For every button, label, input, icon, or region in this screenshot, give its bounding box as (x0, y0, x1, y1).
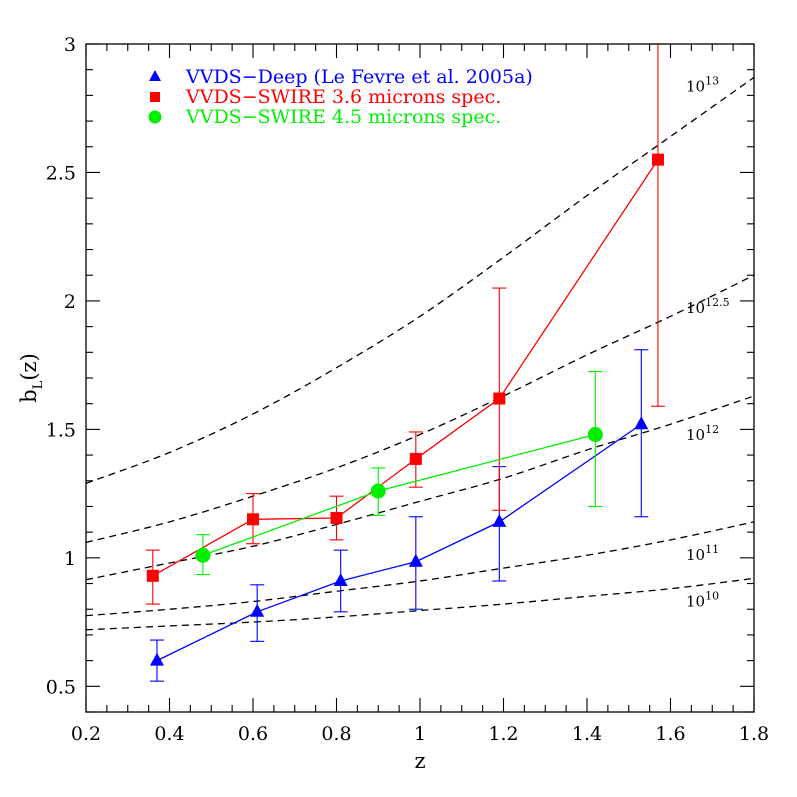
y-tick-label: 2 (64, 291, 76, 313)
x-tick-label: 1.6 (655, 723, 685, 745)
data-point (333, 572, 348, 586)
legend-marker-1 (150, 92, 160, 102)
halo-curve-12 (86, 395, 754, 581)
y-tick-label: 3 (64, 34, 76, 56)
data-point (330, 512, 343, 525)
series-line-0 (156, 423, 642, 662)
y-tick-label: 1.5 (46, 419, 76, 441)
data-point (409, 452, 422, 465)
halo-curve-10 (86, 577, 754, 631)
data-point (493, 392, 506, 405)
x-tick-label: 0.2 (71, 723, 101, 745)
halo-curves (86, 76, 754, 631)
legend-marker-2 (148, 110, 162, 124)
halo-curve-13 (86, 76, 754, 484)
data-point (587, 427, 603, 443)
halo-curve-label-12.5: 1012.5 (686, 296, 730, 317)
x-tick-label: 1.8 (739, 723, 769, 745)
x-axis-label: z (414, 749, 425, 773)
legend-label-1: VVDS−SWIRE 3.6 microns spec. (185, 86, 501, 108)
halo-curve-labels: 1013 1012.5 1012 1011 1010 (686, 74, 730, 610)
series-0 (149, 349, 649, 682)
data-point (651, 153, 664, 166)
y-axis-label: bL(z) (17, 353, 46, 403)
series-2 (195, 371, 603, 576)
data-point (146, 569, 159, 582)
legend-label-2: VVDS−SWIRE 4.5 microns spec. (185, 106, 501, 128)
data-point (195, 547, 211, 563)
x-tick-label: 1.2 (488, 723, 518, 745)
x-tick-label: 1 (414, 723, 426, 745)
halo-curve-11 (86, 521, 754, 617)
x-tick-label: 1.4 (572, 723, 602, 745)
y-tick-label: 0.5 (46, 676, 76, 698)
halo-curve-label-13: 1013 (686, 74, 719, 95)
data-point (492, 513, 507, 527)
y-tick-label: 2.5 (46, 162, 76, 184)
data-point (149, 652, 164, 666)
legend-label-0: VVDS−Deep (Le Fevre et al. 2005a) (185, 66, 533, 88)
data-point (250, 603, 265, 617)
data-point (370, 483, 386, 499)
halo-curve-label-11: 1011 (686, 543, 719, 564)
halo-curve-label-10: 1010 (686, 589, 719, 610)
halo-curve-12.5 (86, 274, 754, 544)
x-tick-label: 0.6 (238, 723, 268, 745)
data-point (247, 513, 259, 526)
x-tick-label: 0.8 (321, 723, 351, 745)
data-point (408, 553, 423, 567)
legend: VVDS−Deep (Le Fevre et al. 2005a)VVDS−SW… (148, 66, 533, 128)
y-tick-label: 1 (64, 548, 76, 570)
data-point (634, 416, 649, 430)
legend-marker-0 (149, 70, 161, 81)
x-tick-label: 0.4 (154, 723, 184, 745)
data-series (145, 43, 665, 682)
axes: 0.2 0.4 0.6 0.8 1 1.2 1.4 1.6 1.8 0.5 1 1.5 2 2.5 3 z bL… (17, 34, 769, 773)
halo-curve-label-12: 1012 (686, 423, 719, 444)
